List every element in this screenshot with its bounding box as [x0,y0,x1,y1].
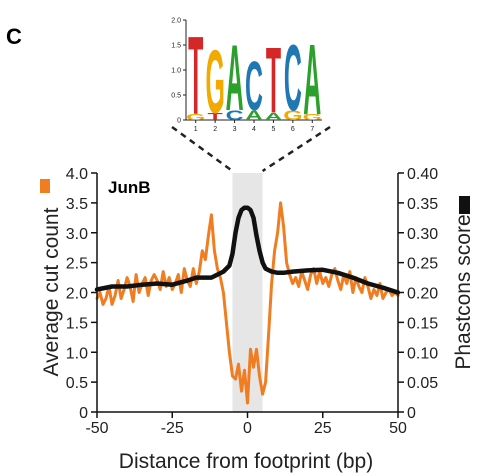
phastcons-legend-swatch [459,196,470,214]
logo-letter: G [205,32,224,133]
x-tick-label: 50 [389,420,407,437]
phastcons-line [94,205,401,295]
y-left-tick-label: 0.5 [66,375,88,392]
panel-label: C [6,24,22,49]
logo-letter: T [266,28,281,133]
logo-letter: G [186,112,205,121]
logo-letter: C [284,25,302,130]
y-left-tick-label: 1.0 [66,345,88,362]
cut-count-series [95,201,400,405]
x-tick-label: -50 [85,420,108,437]
logo-letter: A [226,25,244,130]
y-axis-right-label: Phastcons score [452,214,475,369]
y-right-tick-label: 0.10 [407,345,438,362]
x-axis-label: Distance from footprint (bp) [119,450,373,473]
logo-letter: G [303,112,322,121]
logo-x-tick-label: 2 [213,126,217,133]
y-right-tick-label: 0.15 [407,315,438,332]
logo-letter: A [245,108,264,123]
y-left-tick-label: 3.0 [66,226,88,243]
y-left-tick-label: 2.5 [66,256,88,273]
logo-y-tick-label: 1.5 [171,43,181,50]
y-axis-left-label: Average cut count [40,207,63,376]
chart-title: JunB [108,178,151,197]
logo-x-tick-label: 5 [271,126,275,133]
y-right-tick-label: 0.30 [407,226,438,243]
y-right-tick-label: 0 [407,405,416,422]
logo-letter: A [303,23,321,136]
x-tick-label: 0 [243,420,252,437]
logo-letter: C [226,108,244,123]
cut-count-legend-swatch [40,179,50,193]
y-left-tick-label: 3.5 [66,196,88,213]
y-left-tick-label: 2.0 [66,286,88,303]
logo-letter: T [188,15,203,139]
zoom-line-left [171,125,234,173]
y-left-tick-label: 0 [79,405,88,422]
x-tick-label: -25 [161,420,184,437]
logo-y-tick-label: 0 [177,118,181,125]
cut-count-line [95,201,400,405]
y-left-tick-label: 1.5 [66,315,88,332]
y-left-tick-label: 4.0 [66,166,88,183]
phastcons-series [94,205,401,295]
logo-y-tick-label: 2.0 [171,18,181,25]
logo-x-tick-label: 6 [291,126,295,133]
y-right-tick-label: 0.40 [407,166,438,183]
logo-letter: C [245,49,263,126]
x-tick-label: 25 [314,420,332,437]
logo-x-tick-label: 3 [233,126,237,133]
logo-letter: G [283,108,302,123]
logo-x-tick-label: 7 [310,126,314,133]
logo-x-tick-label: 4 [252,126,256,133]
y-right-tick-label: 0.05 [407,375,438,392]
zoom-line-right [261,125,331,173]
y-right-tick-label: 0.20 [407,286,438,303]
logo-y-tick-label: 1.0 [171,68,181,75]
logo-y-tick-label: 0.5 [171,93,181,100]
logo-letter: T [208,111,224,122]
line-chart: -50 -25 0 25 5000.51.01.52.02.53.03.54.000.0… [66,166,438,437]
logo-x-tick-label: 1 [194,126,198,133]
logo-letter: A [264,111,282,122]
y-right-tick-label: 0.35 [407,196,438,213]
axes: -50 -25 0 25 5000.51.01.52.02.53.03.54.000.0… [66,166,438,437]
zoom-lines [171,125,331,173]
motif-logo: 00.51.01.52.01 2 3 4 5 6 7GT TG CA AC AT GC GA [171,15,322,139]
y-right-tick-label: 0.25 [407,256,438,273]
